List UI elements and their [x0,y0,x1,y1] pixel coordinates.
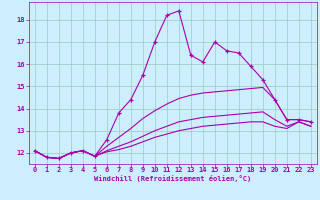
X-axis label: Windchill (Refroidissement éolien,°C): Windchill (Refroidissement éolien,°C) [94,175,252,182]
